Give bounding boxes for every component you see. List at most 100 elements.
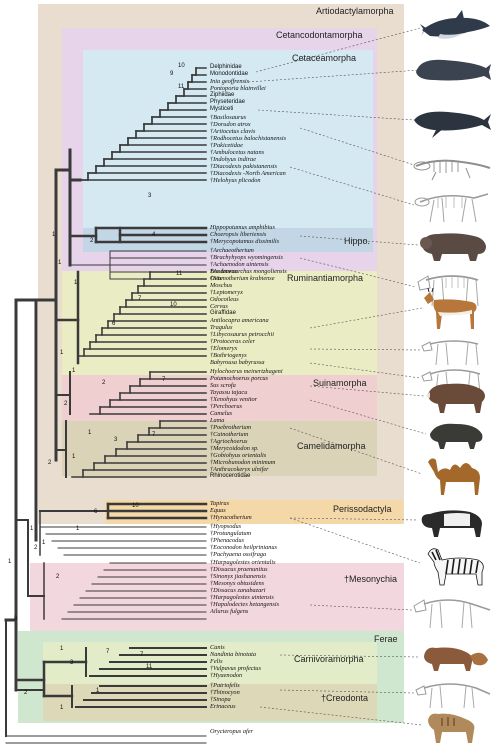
pakicetid-skeleton-icon bbox=[414, 193, 489, 223]
leader-line bbox=[289, 427, 423, 475]
node-support-label: 1 bbox=[60, 350, 64, 356]
taxon-label: Antilocapra americana bbox=[210, 317, 269, 324]
dolphin-icon bbox=[420, 10, 490, 39]
taxon-label: †Basilosaurus bbox=[210, 114, 247, 121]
taxon-label: †Merycopotamus dissimilis bbox=[210, 238, 280, 245]
taxon-label: Hippopotamus amphibius bbox=[210, 224, 275, 231]
hyena-icon bbox=[428, 713, 475, 743]
leader-line bbox=[299, 127, 415, 166]
node-support-label: 2 bbox=[48, 460, 52, 466]
cetaceamorpha-box bbox=[83, 50, 373, 228]
clade-label-creodonta: †Creodonta bbox=[321, 693, 369, 703]
node-support-label: 11 bbox=[146, 664, 153, 670]
leader-line bbox=[279, 689, 415, 694]
node-support-label: 3 bbox=[114, 437, 118, 443]
leader-line bbox=[309, 604, 413, 611]
node-support-label: 7 bbox=[140, 652, 144, 658]
leader-line bbox=[299, 257, 417, 288]
zebra-icon bbox=[427, 548, 484, 586]
peccary-icon bbox=[430, 423, 483, 449]
node-support-label: 6 bbox=[94, 509, 98, 515]
taxon-label: Ovis bbox=[210, 275, 222, 282]
node-support-label: 1 bbox=[88, 430, 92, 436]
taxon-label: †Artiocetus clavis bbox=[210, 128, 256, 135]
red-panda-icon bbox=[424, 647, 488, 671]
clade-label-camelidamorpha: Camelidamorpha bbox=[297, 441, 366, 451]
hippo-box bbox=[83, 228, 373, 252]
taxon-label: †Siamotherium krabiense bbox=[210, 275, 275, 282]
taxon-label: Nandinia binotata bbox=[210, 651, 257, 658]
node-support-label: 9 bbox=[170, 71, 174, 77]
clade-label-perissodactyla: Perissodactyla bbox=[333, 504, 392, 514]
protoceras-skeleton-icon bbox=[421, 340, 479, 366]
leader-line bbox=[289, 517, 421, 564]
taxon-label: †Diacodexis pakistanensis bbox=[210, 163, 277, 170]
taxon-label: †Eoconodon heilprinianus bbox=[210, 544, 277, 551]
taxon-label: Tragulus bbox=[210, 324, 233, 331]
node-support-label: 1 bbox=[42, 540, 46, 546]
leader-line bbox=[289, 517, 419, 521]
taxon-label: Camelus bbox=[210, 410, 233, 417]
node-support-label: 7 bbox=[162, 377, 166, 383]
node-support-label: 2 bbox=[90, 238, 94, 244]
node-support-label: 7 bbox=[138, 296, 142, 302]
taxon-label: †Elomeryx bbox=[210, 345, 238, 352]
clade-label-cetancodontamorpha: Cetancodontamorpha bbox=[276, 30, 363, 40]
leader-line bbox=[255, 27, 421, 73]
clade-label-hippo: Hippo. bbox=[344, 236, 371, 246]
taxon-label: †Dissacus praenuntius bbox=[210, 566, 268, 573]
taxon-label: Giraffidae bbox=[210, 310, 236, 316]
taxon-label: Delphinidae bbox=[210, 64, 242, 70]
taxon-label: †Thinocyon bbox=[210, 689, 240, 696]
clade-label-cetaceamorpha: Cetaceamorpha bbox=[292, 53, 357, 63]
mesonychid-skeleton-icon bbox=[413, 599, 491, 629]
leader-line bbox=[309, 348, 421, 351]
taxon-label: †Pachyaena ossifraga bbox=[210, 551, 267, 558]
node-support-label: 8 bbox=[14, 616, 18, 622]
taxon-label: †Patriofelis bbox=[210, 682, 240, 689]
taxon-label: Bos taurus bbox=[210, 268, 238, 275]
node-support-label: 7 bbox=[152, 432, 156, 438]
taxon-label: †Ambulocetus natans bbox=[210, 149, 265, 156]
taxon-label: †Diacodexis -North American bbox=[210, 170, 286, 177]
taxon-label: †Anthracokeryx ulnifer bbox=[210, 466, 269, 473]
taxon-label: †Hyracotherium bbox=[210, 514, 252, 521]
node-support-label: 1 bbox=[72, 368, 76, 374]
taxon-label: †Phenacodus bbox=[210, 537, 244, 544]
taxon-label: Ailurus fulgens bbox=[210, 608, 249, 615]
humpback-whale-icon bbox=[414, 111, 491, 138]
taxon-label: Inia geoffrensis bbox=[210, 78, 250, 85]
taxon-label: †Vulpavus profectus bbox=[210, 665, 261, 672]
entelodont-skeleton-icon bbox=[417, 275, 479, 307]
taxon-label: Lama bbox=[210, 417, 225, 424]
taxon-label: †Dissacus zanabazari bbox=[210, 587, 266, 594]
taxon-label: †Helohyus plicodon bbox=[210, 177, 261, 184]
taxon-label: †Protungulatum bbox=[210, 530, 252, 537]
taxon-label: †Cainotherium bbox=[210, 431, 249, 438]
node-support-label: 1 bbox=[58, 260, 62, 266]
taxon-label: †Microbunodon minimum bbox=[210, 459, 276, 466]
taxon-label: †Agriochoerus bbox=[210, 438, 248, 445]
taxon-label: Moschus bbox=[210, 282, 233, 289]
taxon-label: †Archaeotherium bbox=[210, 247, 254, 254]
taxon-label: †Sinonyx jiashanensis bbox=[210, 573, 266, 580]
leader-line bbox=[257, 109, 415, 121]
taxon-label: Canis bbox=[210, 644, 225, 651]
taxon-label: †Pakicetidae bbox=[210, 142, 243, 149]
taxon-label: †Mesonyx obtusidens bbox=[210, 580, 265, 587]
node-support-label: 1 bbox=[96, 688, 100, 694]
taxon-label: †Bothriogenys bbox=[210, 352, 247, 359]
node-support-label: 2 bbox=[64, 401, 68, 407]
leader-line bbox=[309, 385, 425, 397]
node-support-label: 4 bbox=[152, 232, 156, 238]
node-support-label: 1 bbox=[72, 454, 76, 460]
clade-label-mesonychia: †Mesonychia bbox=[344, 574, 398, 584]
oreodont-skeleton-icon bbox=[421, 369, 481, 394]
hippo-icon bbox=[420, 233, 486, 261]
node-support-label: 2 bbox=[102, 380, 106, 386]
taxon-label: Hylochoerus meinertzhageni bbox=[210, 368, 283, 375]
leader-line bbox=[247, 69, 421, 83]
taxon-label: Mysticeti bbox=[210, 106, 234, 112]
creodonta-box bbox=[43, 684, 377, 721]
taxon-label: Erinaceus bbox=[210, 703, 236, 710]
